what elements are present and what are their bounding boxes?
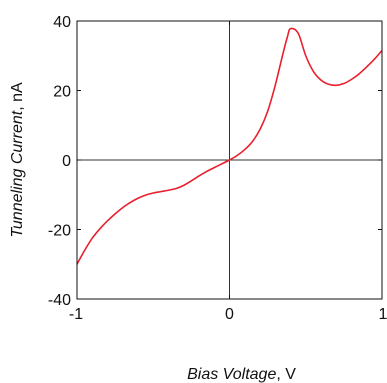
x-tick-label: -1: [69, 306, 83, 323]
x-axis: -1 0 1: [69, 21, 387, 323]
y-tick-label: 20: [53, 84, 71, 101]
y-tick-label: -20: [48, 223, 71, 240]
y-axis-title: Tunneling Current, nA: [9, 82, 26, 238]
x-tick-label: 0: [225, 306, 234, 323]
x-axis-title-unit: , V: [276, 366, 296, 383]
series-layer: [76, 27, 383, 265]
y-tick-label: 0: [62, 153, 71, 170]
y-axis-title-unit: , nA: [9, 82, 26, 111]
x-axis-title-main: Bias Voltage: [187, 366, 276, 383]
y-tick-label: 40: [53, 14, 71, 31]
x-axis-title: Bias Voltage, V: [187, 366, 296, 383]
y-axis-title-main: Tunneling Current: [9, 110, 26, 237]
y-tick-label: -40: [48, 292, 71, 309]
x-tick-label: 1: [379, 306, 387, 323]
iv-curve-line: [76, 27, 383, 265]
y-axis: -40 -20 0 20 40: [48, 14, 382, 309]
